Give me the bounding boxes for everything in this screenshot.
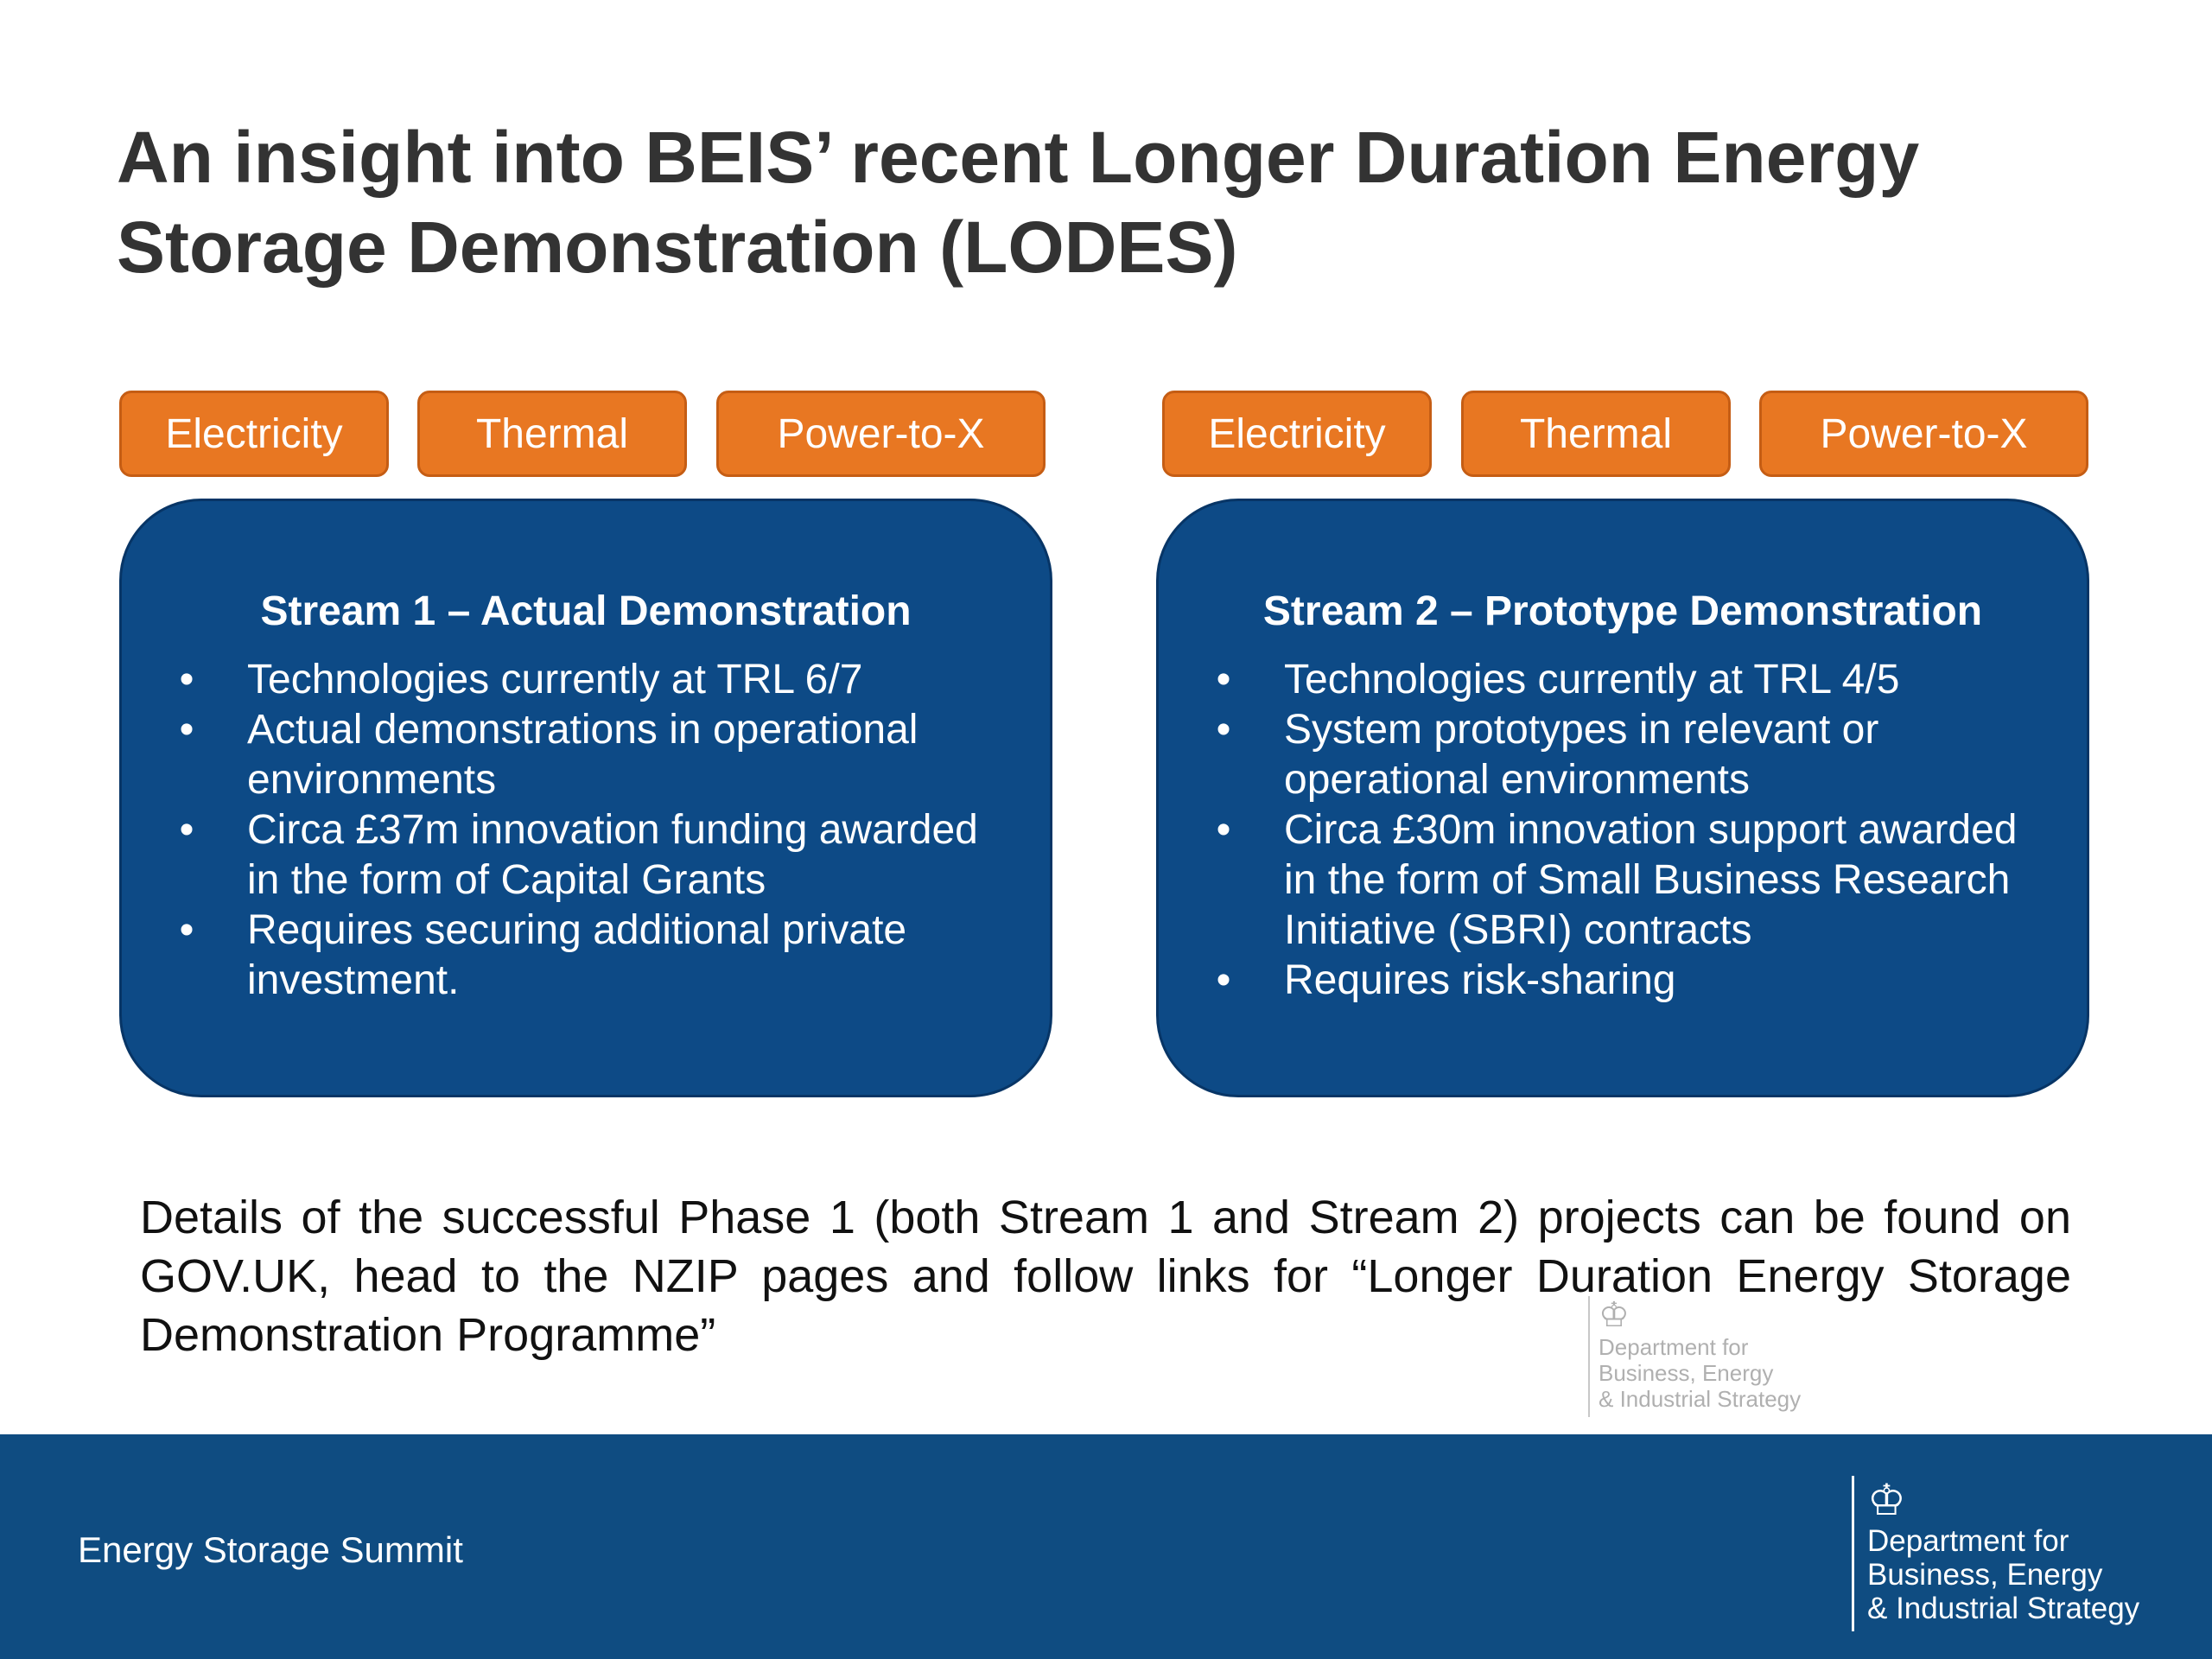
footer-bar: Energy Storage Summit ♔ Department for B… [0, 1434, 2212, 1659]
stream1-tag-electricity: Electricity [119, 391, 389, 477]
bullet-icon: • [179, 657, 194, 702]
title-line-1: An insight into BEIS’ recent Longer Dura… [117, 117, 1920, 198]
list-item: • Requires risk-sharing [1211, 956, 2052, 1006]
stream1-tag-thermal: Thermal [417, 391, 687, 477]
stream2-bullet-list: • Technologies currently at TRL 4/5 • Syst… [1211, 655, 2052, 1006]
list-item-text: Actual demonstrations in operational env… [247, 707, 918, 803]
watermark-logo-line-1: Department for [1599, 1334, 1749, 1360]
list-item: • Circa £37m innovation funding awarded i… [174, 805, 1015, 906]
list-item-text: Requires securing additional private inv… [247, 907, 907, 1003]
bullet-icon: • [1216, 657, 1231, 702]
bullet-icon: • [179, 807, 194, 853]
stream1-heading: Stream 1 – Actual Demonstration [260, 588, 912, 634]
list-item: • Actual demonstrations in operational en… [174, 705, 1015, 805]
stream2-tag-thermal: Thermal [1461, 391, 1731, 477]
bullet-icon: • [179, 707, 194, 753]
royal-crest-icon: ♔ [1867, 1476, 1906, 1524]
list-item: • Requires securing additional private in… [174, 906, 1015, 1006]
department-logo-line-2: Business, Energy [1867, 1558, 2103, 1592]
list-item-text: Circa £30m innovation support awarded in… [1284, 807, 2018, 953]
royal-crest-icon: ♔ [1599, 1296, 1630, 1334]
stream1-bullet-list: • Technologies currently at TRL 6/7 • Actu… [174, 655, 1015, 1006]
stream2-tag-power-to-x: Power-to-X [1759, 391, 2088, 477]
title-line-2: Storage Demonstration (LODES) [117, 207, 1238, 288]
list-item-text: System prototypes in relevant or operati… [1284, 707, 1879, 803]
stream1-panel: Stream 1 – Actual Demonstration • Technol… [119, 499, 1052, 1097]
stream2-panel: Stream 2 – Prototype Demonstration • Tech… [1156, 499, 2089, 1097]
summary-paragraph: Details of the successful Phase 1 (both … [140, 1192, 2071, 1361]
list-item: • System prototypes in relevant or operat… [1211, 705, 2052, 805]
department-logo: ♔ Department for Business, Energy & Indu… [1852, 1476, 2139, 1631]
list-item-text: Circa £37m innovation funding awarded in… [247, 807, 978, 903]
watermark-logo-line-2: Business, Energy [1599, 1360, 1774, 1386]
list-item: • Circa £30m innovation support awarded i… [1211, 805, 2052, 956]
bullet-icon: • [1216, 957, 1231, 1003]
watermark-logo-line-3: & Industrial Strategy [1599, 1386, 1802, 1412]
bullet-icon: • [1216, 707, 1231, 753]
list-item: • Technologies currently at TRL 6/7 [174, 655, 1015, 705]
stream2-heading: Stream 2 – Prototype Demonstration [1262, 588, 1983, 634]
stream2-tag-electricity: Electricity [1162, 391, 1432, 477]
list-item-text: Requires risk-sharing [1284, 957, 1676, 1003]
watermark-logo: ♔ Department for Business, Energy & Indu… [1588, 1296, 1813, 1417]
footer-event-label: Energy Storage Summit [78, 1529, 463, 1570]
stream1-tag-power-to-x: Power-to-X [716, 391, 1046, 477]
list-item-text: Technologies currently at TRL 4/5 [1284, 657, 1900, 702]
list-item: • Technologies currently at TRL 4/5 [1211, 655, 2052, 705]
department-logo-line-1: Department for [1867, 1524, 2069, 1558]
list-item-text: Technologies currently at TRL 6/7 [247, 657, 863, 702]
department-logo-line-3: & Industrial Strategy [1867, 1592, 2140, 1625]
bullet-icon: • [1216, 807, 1231, 853]
bullet-icon: • [179, 907, 194, 953]
slide-title: An insight into BEIS’ recent Longer Dura… [117, 112, 2104, 292]
